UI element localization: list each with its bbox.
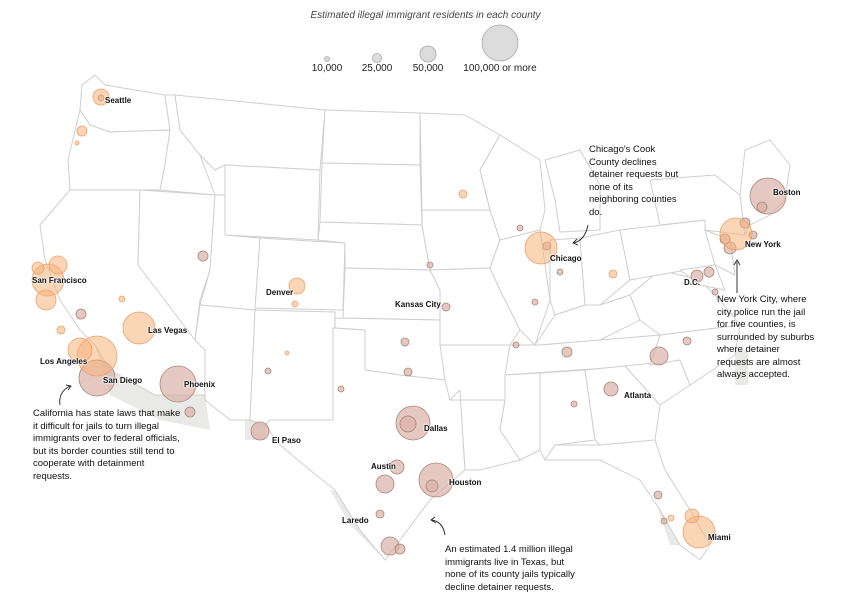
county-circle: [660, 517, 668, 525]
county-circle: [264, 367, 272, 375]
cooperative-counties: [75, 94, 787, 556]
annotation-texas: An estimated 1.4 million illegal immigra…: [445, 544, 575, 593]
legend-label-50000: 50,000: [412, 63, 444, 74]
city-label-kansas-city: Kansas City: [395, 300, 441, 309]
legend-label-100000: 100,000 or more: [463, 63, 537, 74]
city-label-chicago: Chicago: [550, 254, 582, 263]
california-arrowhead: [65, 384, 72, 391]
county-circle: [608, 269, 618, 279]
county-circle: [337, 385, 345, 393]
county-circle: [31, 261, 45, 275]
city-label-new-york: New York: [745, 240, 781, 249]
chicago-arrowhead: [572, 238, 579, 246]
city-label-houston: Houston: [449, 478, 482, 487]
county-circle: [516, 224, 524, 232]
city-label-seattle: Seattle: [105, 96, 132, 105]
county-circle: [92, 88, 110, 106]
texas-arrow: [431, 519, 446, 536]
legend-circle-25000: [372, 53, 382, 63]
city-label-boston: Boston: [773, 188, 801, 197]
county-circle: [425, 479, 439, 493]
city-label-las-vegas: Las Vegas: [148, 326, 188, 335]
texas-arrowhead: [430, 516, 437, 524]
county-circle: [667, 514, 675, 522]
city-label-el-paso: El Paso: [272, 436, 301, 445]
legend-circle-10000: [324, 56, 330, 62]
county-circle: [653, 490, 663, 500]
county-circle: [719, 217, 753, 251]
county-circle: [48, 255, 68, 275]
county-circle: [197, 250, 209, 262]
california-arrow: [59, 385, 71, 406]
county-circle: [682, 336, 692, 346]
county-circle: [288, 277, 306, 295]
city-label-san-francisco: San Francisco: [32, 276, 87, 285]
county-circle: [649, 346, 669, 366]
county-circle: [561, 346, 573, 358]
annotation-new-york: New York City, where city police run the…: [717, 294, 815, 380]
newyork-arrowhead: [733, 259, 741, 266]
city-label-san-diego: San Diego: [103, 376, 143, 385]
county-circle: [291, 300, 299, 308]
county-circle: [250, 421, 270, 441]
city-label-dc: D.C.: [684, 278, 700, 287]
county-circle: [375, 474, 395, 494]
legend-title: Estimated illegal immigrant residents in…: [310, 10, 541, 21]
county-circle: [403, 367, 413, 377]
county-circle: [74, 140, 80, 146]
city-label-phoenix: Phoenix: [184, 380, 216, 389]
county-circle: [67, 337, 93, 363]
county-circle: [35, 289, 57, 311]
state-outlines: [39, 74, 791, 561]
county-circle: [441, 302, 451, 312]
county-circle: [118, 295, 126, 303]
county-circle: [399, 415, 417, 433]
annotation-california: California has state laws that make it d…: [33, 408, 181, 482]
legend-circle-100000: [481, 24, 519, 62]
legend-circle-50000: [419, 45, 437, 63]
county-circle: [418, 462, 454, 498]
county-circle: [458, 189, 468, 199]
county-circle: [690, 269, 704, 283]
county-circle: [76, 125, 88, 137]
county-circle: [703, 266, 715, 278]
declining-counties: [31, 88, 753, 549]
county-circles: [31, 88, 787, 556]
county-circle: [375, 509, 385, 519]
annotation-chicago: Chicago's Cook County declines detainer …: [589, 144, 679, 218]
city-label-austin: Austin: [371, 462, 396, 471]
city-label-los-angeles: Los Angeles: [40, 357, 88, 366]
county-circle: [159, 365, 197, 403]
county-circle: [400, 337, 410, 347]
county-circle: [184, 406, 196, 418]
county-circle: [122, 311, 156, 345]
chicago-arrow: [573, 224, 589, 244]
annotation-arrows: [59, 224, 741, 536]
county-circle: [756, 201, 768, 213]
county-circle: [56, 325, 66, 335]
legend-label-10000: 10,000: [311, 63, 343, 74]
county-circle: [531, 298, 539, 306]
county-circle: [524, 231, 558, 265]
city-label-atlanta: Atlanta: [624, 391, 652, 400]
county-circle: [512, 341, 520, 349]
city-label-miami: Miami: [708, 533, 731, 542]
city-label-dallas: Dallas: [424, 424, 448, 433]
county-circle: [426, 261, 434, 269]
legend-circles: [324, 24, 519, 63]
county-circle: [75, 308, 87, 320]
county-circle: [603, 381, 619, 397]
county-circle: [711, 288, 719, 296]
county-circle: [389, 459, 405, 475]
city-label-laredo: Laredo: [342, 516, 369, 525]
county-circle: [684, 508, 700, 524]
city-label-denver: Denver: [266, 288, 294, 297]
legend-label-25000: 25,000: [361, 63, 393, 74]
county-circle: [284, 350, 290, 356]
county-circle: [556, 268, 564, 276]
county-circle: [570, 400, 578, 408]
county-circle: [394, 543, 406, 555]
